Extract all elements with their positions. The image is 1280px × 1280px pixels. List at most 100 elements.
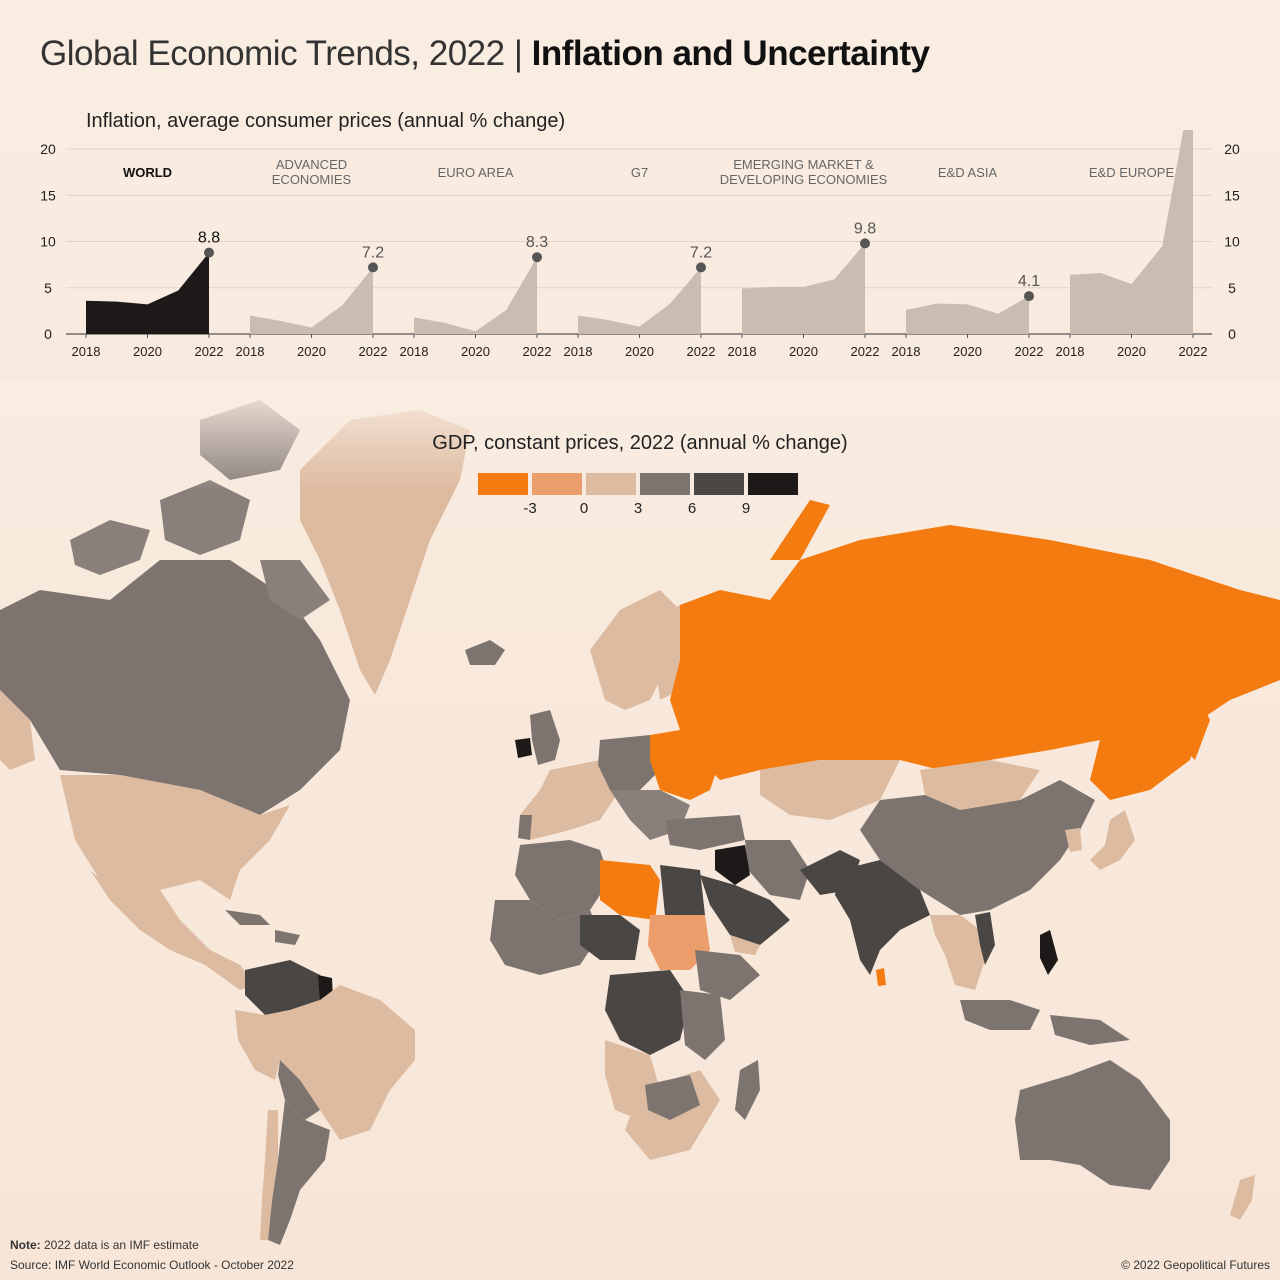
legend-swatch-4 — [640, 473, 690, 495]
gdp-legend-title: GDP, constant prices, 2022 (annual % cha… — [432, 432, 848, 454]
country-congo — [605, 970, 690, 1055]
legend-label-3: 3 — [633, 500, 643, 517]
country-vietnam — [975, 912, 995, 965]
panel-label: ADVANCED — [276, 157, 347, 172]
x-tick-label: 2018 — [564, 344, 593, 359]
x-tick-label: 2022 — [195, 344, 224, 359]
end-point-marker — [204, 247, 214, 258]
panel-label: E&D ASIA — [938, 165, 998, 180]
country-libya — [600, 860, 660, 920]
country-morocco-algeria — [515, 840, 610, 920]
y-tick-left: 15 — [40, 187, 56, 203]
page-title: Global Economic Trends, 2022 | Inflation… — [40, 34, 930, 74]
country-iceland — [465, 640, 505, 665]
country-ireland — [515, 738, 532, 758]
end-point-marker — [368, 262, 378, 273]
panel-label: WORLD — [123, 165, 172, 180]
end-value-label: 7.2 — [362, 244, 384, 261]
inflation-area — [1070, 130, 1193, 334]
title-light: Global Economic Trends, 2022 | — [40, 34, 532, 73]
inflation-area — [578, 267, 701, 334]
y-tick-left: 5 — [44, 280, 52, 296]
country-ethiopia — [695, 950, 760, 1000]
panel-label: E&D EUROPE — [1089, 165, 1175, 180]
inflation-area — [906, 296, 1029, 334]
country-france-spain — [520, 760, 620, 840]
country-canada — [0, 560, 350, 815]
x-tick-label: 2018 — [236, 344, 265, 359]
country-chad-niger — [580, 915, 640, 960]
end-point-marker — [1024, 291, 1034, 302]
inflation-area — [742, 243, 865, 334]
map-top-fade — [0, 380, 1280, 490]
x-tick-label: 2020 — [297, 344, 326, 359]
country-turkey — [665, 815, 745, 850]
panel-label: EURO AREA — [438, 165, 514, 180]
alaska — [0, 690, 35, 770]
legend-swatch-2 — [532, 473, 582, 495]
title-bold: Inflation and Uncertainty — [531, 34, 930, 73]
panel-label: DEVELOPING ECONOMIES — [720, 172, 888, 187]
country-mongolia — [920, 760, 1040, 810]
y-tick-left: 20 — [40, 141, 56, 157]
country-uk — [530, 710, 560, 765]
country-germany-central — [598, 735, 660, 790]
source-line: Source: IMF World Economic Outlook - Oct… — [10, 1258, 294, 1272]
x-tick-label: 2022 — [359, 344, 388, 359]
country-indonesia — [960, 1000, 1130, 1045]
end-point-marker — [860, 238, 870, 249]
end-point-marker — [532, 252, 542, 263]
x-tick-label: 2020 — [953, 344, 982, 359]
panel-label: G7 — [631, 165, 648, 180]
country-brazil — [260, 985, 415, 1140]
country-korea — [1065, 828, 1082, 852]
legend-label-2: 0 — [579, 500, 589, 517]
country-sri-lanka — [876, 968, 886, 986]
x-tick-label: 2018 — [892, 344, 921, 359]
y-tick-left: 0 — [44, 326, 52, 342]
x-tick-label: 2020 — [461, 344, 490, 359]
end-point-marker — [696, 262, 706, 273]
y-tick-right: 20 — [1224, 141, 1240, 157]
y-tick-right: 0 — [1228, 326, 1236, 342]
russia-islands — [770, 500, 1210, 760]
country-kazakhstan — [760, 760, 900, 820]
country-venezuela — [245, 960, 320, 1015]
end-value-label: 7.2 — [690, 244, 712, 261]
y-tick-right: 15 — [1224, 187, 1240, 203]
x-tick-label: 2018 — [72, 344, 101, 359]
end-value-label: 4.1 — [1018, 273, 1040, 290]
x-tick-label: 2018 — [1056, 344, 1085, 359]
end-value-label: 9.8 — [854, 220, 876, 237]
y-tick-right: 5 — [1228, 280, 1236, 296]
country-madagascar — [735, 1060, 760, 1120]
x-tick-label: 2020 — [1117, 344, 1146, 359]
x-tick-label: 2022 — [1015, 344, 1044, 359]
legend-swatch-3 — [586, 473, 636, 495]
legend-label-5: 9 — [741, 500, 751, 517]
x-tick-label: 2022 — [523, 344, 552, 359]
country-peru — [235, 1010, 280, 1080]
country-russia — [670, 525, 1280, 800]
legend-swatch-5 — [694, 473, 744, 495]
country-usa — [60, 775, 290, 905]
country-japan — [1090, 810, 1135, 870]
copyright: © 2022 Geopolitical Futures — [1121, 1258, 1270, 1272]
inflation-area — [414, 257, 537, 334]
inflation-area — [86, 252, 209, 334]
x-tick-label: 2022 — [1179, 344, 1208, 359]
caribbean — [225, 910, 300, 945]
x-tick-label: 2020 — [625, 344, 654, 359]
country-yemen — [730, 935, 760, 955]
x-tick-label: 2018 — [728, 344, 757, 359]
country-botswana-zim — [645, 1075, 700, 1120]
x-tick-label: 2020 — [133, 344, 162, 359]
country-saudi-arabia — [700, 875, 790, 945]
end-value-label: 8.8 — [198, 230, 220, 247]
footnote-text: 2022 data is an IMF estimate — [40, 1238, 199, 1252]
country-chile — [260, 1110, 278, 1240]
country-china — [860, 780, 1095, 915]
panel-label: EMERGING MARKET & — [733, 157, 874, 172]
country-bolivia — [278, 1060, 320, 1120]
